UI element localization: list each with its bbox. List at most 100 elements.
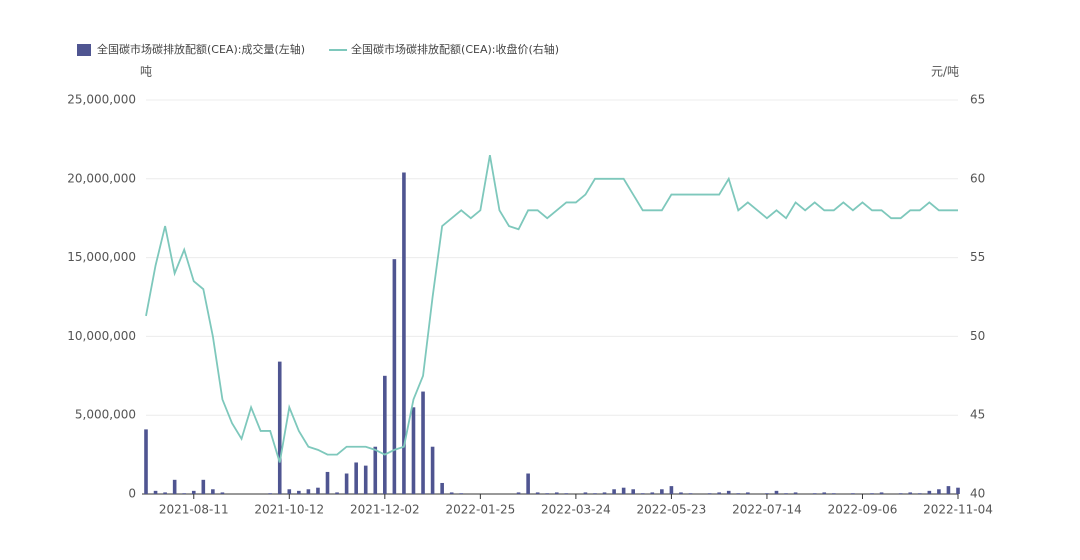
bar (812, 493, 817, 494)
bar (956, 487, 960, 494)
bar (287, 489, 292, 494)
y2-unit: 元/吨 (931, 65, 959, 79)
legend-swatch (77, 44, 91, 56)
y2-tick-label: 55 (970, 250, 985, 264)
y-unit: 吨 (140, 65, 152, 79)
bar (421, 391, 425, 494)
bar (163, 492, 167, 494)
bar (459, 493, 464, 494)
bar (631, 489, 635, 494)
bar (430, 446, 435, 494)
y2-tick-label: 40 (970, 487, 985, 501)
bar (392, 259, 397, 494)
y2-tick-label: 45 (970, 408, 985, 422)
bar (554, 492, 559, 494)
y2-tick-label: 65 (970, 93, 985, 107)
legend: 全国碳市场碳排放配额(CEA):成交量(左轴) 全国碳市场碳排放配额(CEA):收… (77, 42, 559, 56)
y-tick-label: 5,000,000 (75, 408, 136, 422)
bar (707, 493, 712, 494)
x-tick-label: 2022-11-04 (923, 503, 993, 517)
bar (440, 482, 444, 494)
bar (144, 429, 148, 494)
bar (908, 492, 913, 494)
bar (545, 493, 550, 494)
bar (832, 493, 836, 494)
bar (277, 361, 282, 494)
legend-label: 全国碳市场碳排放配额(CEA):成交量(左轴) (97, 42, 305, 56)
bar (526, 473, 530, 494)
bar (898, 493, 903, 494)
bar (851, 493, 855, 494)
bar (679, 492, 683, 494)
bar (746, 492, 750, 494)
y2-tick-label: 50 (970, 329, 985, 343)
bar (774, 490, 779, 494)
y-tick-label: 15,000,000 (67, 250, 136, 264)
bar (316, 487, 320, 494)
x-tick-label: 2022-01-25 (445, 503, 515, 517)
bar (306, 489, 311, 494)
bar (669, 486, 674, 494)
line (145, 155, 958, 463)
bar (879, 492, 884, 494)
bar (640, 493, 645, 494)
x-tick-label: 2021-10-12 (254, 503, 324, 517)
y-tick-label: 20,000,000 (67, 171, 136, 185)
bar (937, 489, 941, 494)
bar (172, 479, 177, 494)
bar (593, 493, 597, 494)
bar (793, 492, 798, 494)
x-tick-label: 2022-09-06 (828, 503, 898, 517)
y2-tick-label: 60 (970, 171, 985, 185)
bar (822, 492, 827, 494)
bar (736, 493, 741, 494)
bar (191, 490, 196, 494)
bar (383, 375, 387, 494)
bar (621, 487, 626, 494)
bar (335, 492, 339, 494)
bar (612, 489, 616, 494)
x-tick-label: 2022-03-24 (541, 503, 611, 517)
bar (449, 492, 454, 494)
bar (220, 492, 225, 494)
bar (564, 493, 569, 494)
bar (650, 492, 655, 494)
bar (373, 446, 378, 494)
bar (325, 471, 330, 494)
bar (602, 492, 607, 494)
bar (344, 473, 349, 494)
bar (182, 493, 187, 494)
bar (717, 492, 721, 494)
bar (726, 490, 731, 494)
bar (688, 493, 693, 494)
bar (402, 172, 406, 494)
bar (354, 462, 358, 494)
bar (153, 490, 158, 494)
y-tick-label: 25,000,000 (67, 93, 136, 107)
bar (411, 407, 416, 494)
x-tick-label: 2022-07-14 (732, 503, 802, 517)
bar (917, 493, 922, 494)
bar (660, 489, 664, 494)
y-tick-label: 10,000,000 (67, 329, 136, 343)
legend-label: 全国碳市场碳排放配额(CEA):收盘价(右轴) (351, 42, 559, 56)
bar (946, 486, 951, 494)
bar (927, 490, 932, 494)
bar (297, 490, 301, 494)
bar (535, 492, 540, 494)
x-tick-label: 2022-05-23 (637, 503, 707, 517)
bar (784, 493, 788, 494)
bar (516, 492, 521, 494)
bar (765, 493, 769, 494)
bar (211, 489, 215, 494)
bar (268, 493, 272, 494)
bar (201, 479, 206, 494)
bar (583, 492, 588, 494)
bar (363, 465, 368, 494)
x-tick-label: 2021-12-02 (350, 503, 420, 517)
y-tick-label: 0 (128, 487, 136, 501)
x-tick-label: 2021-08-11 (159, 503, 229, 517)
bar (870, 493, 874, 494)
